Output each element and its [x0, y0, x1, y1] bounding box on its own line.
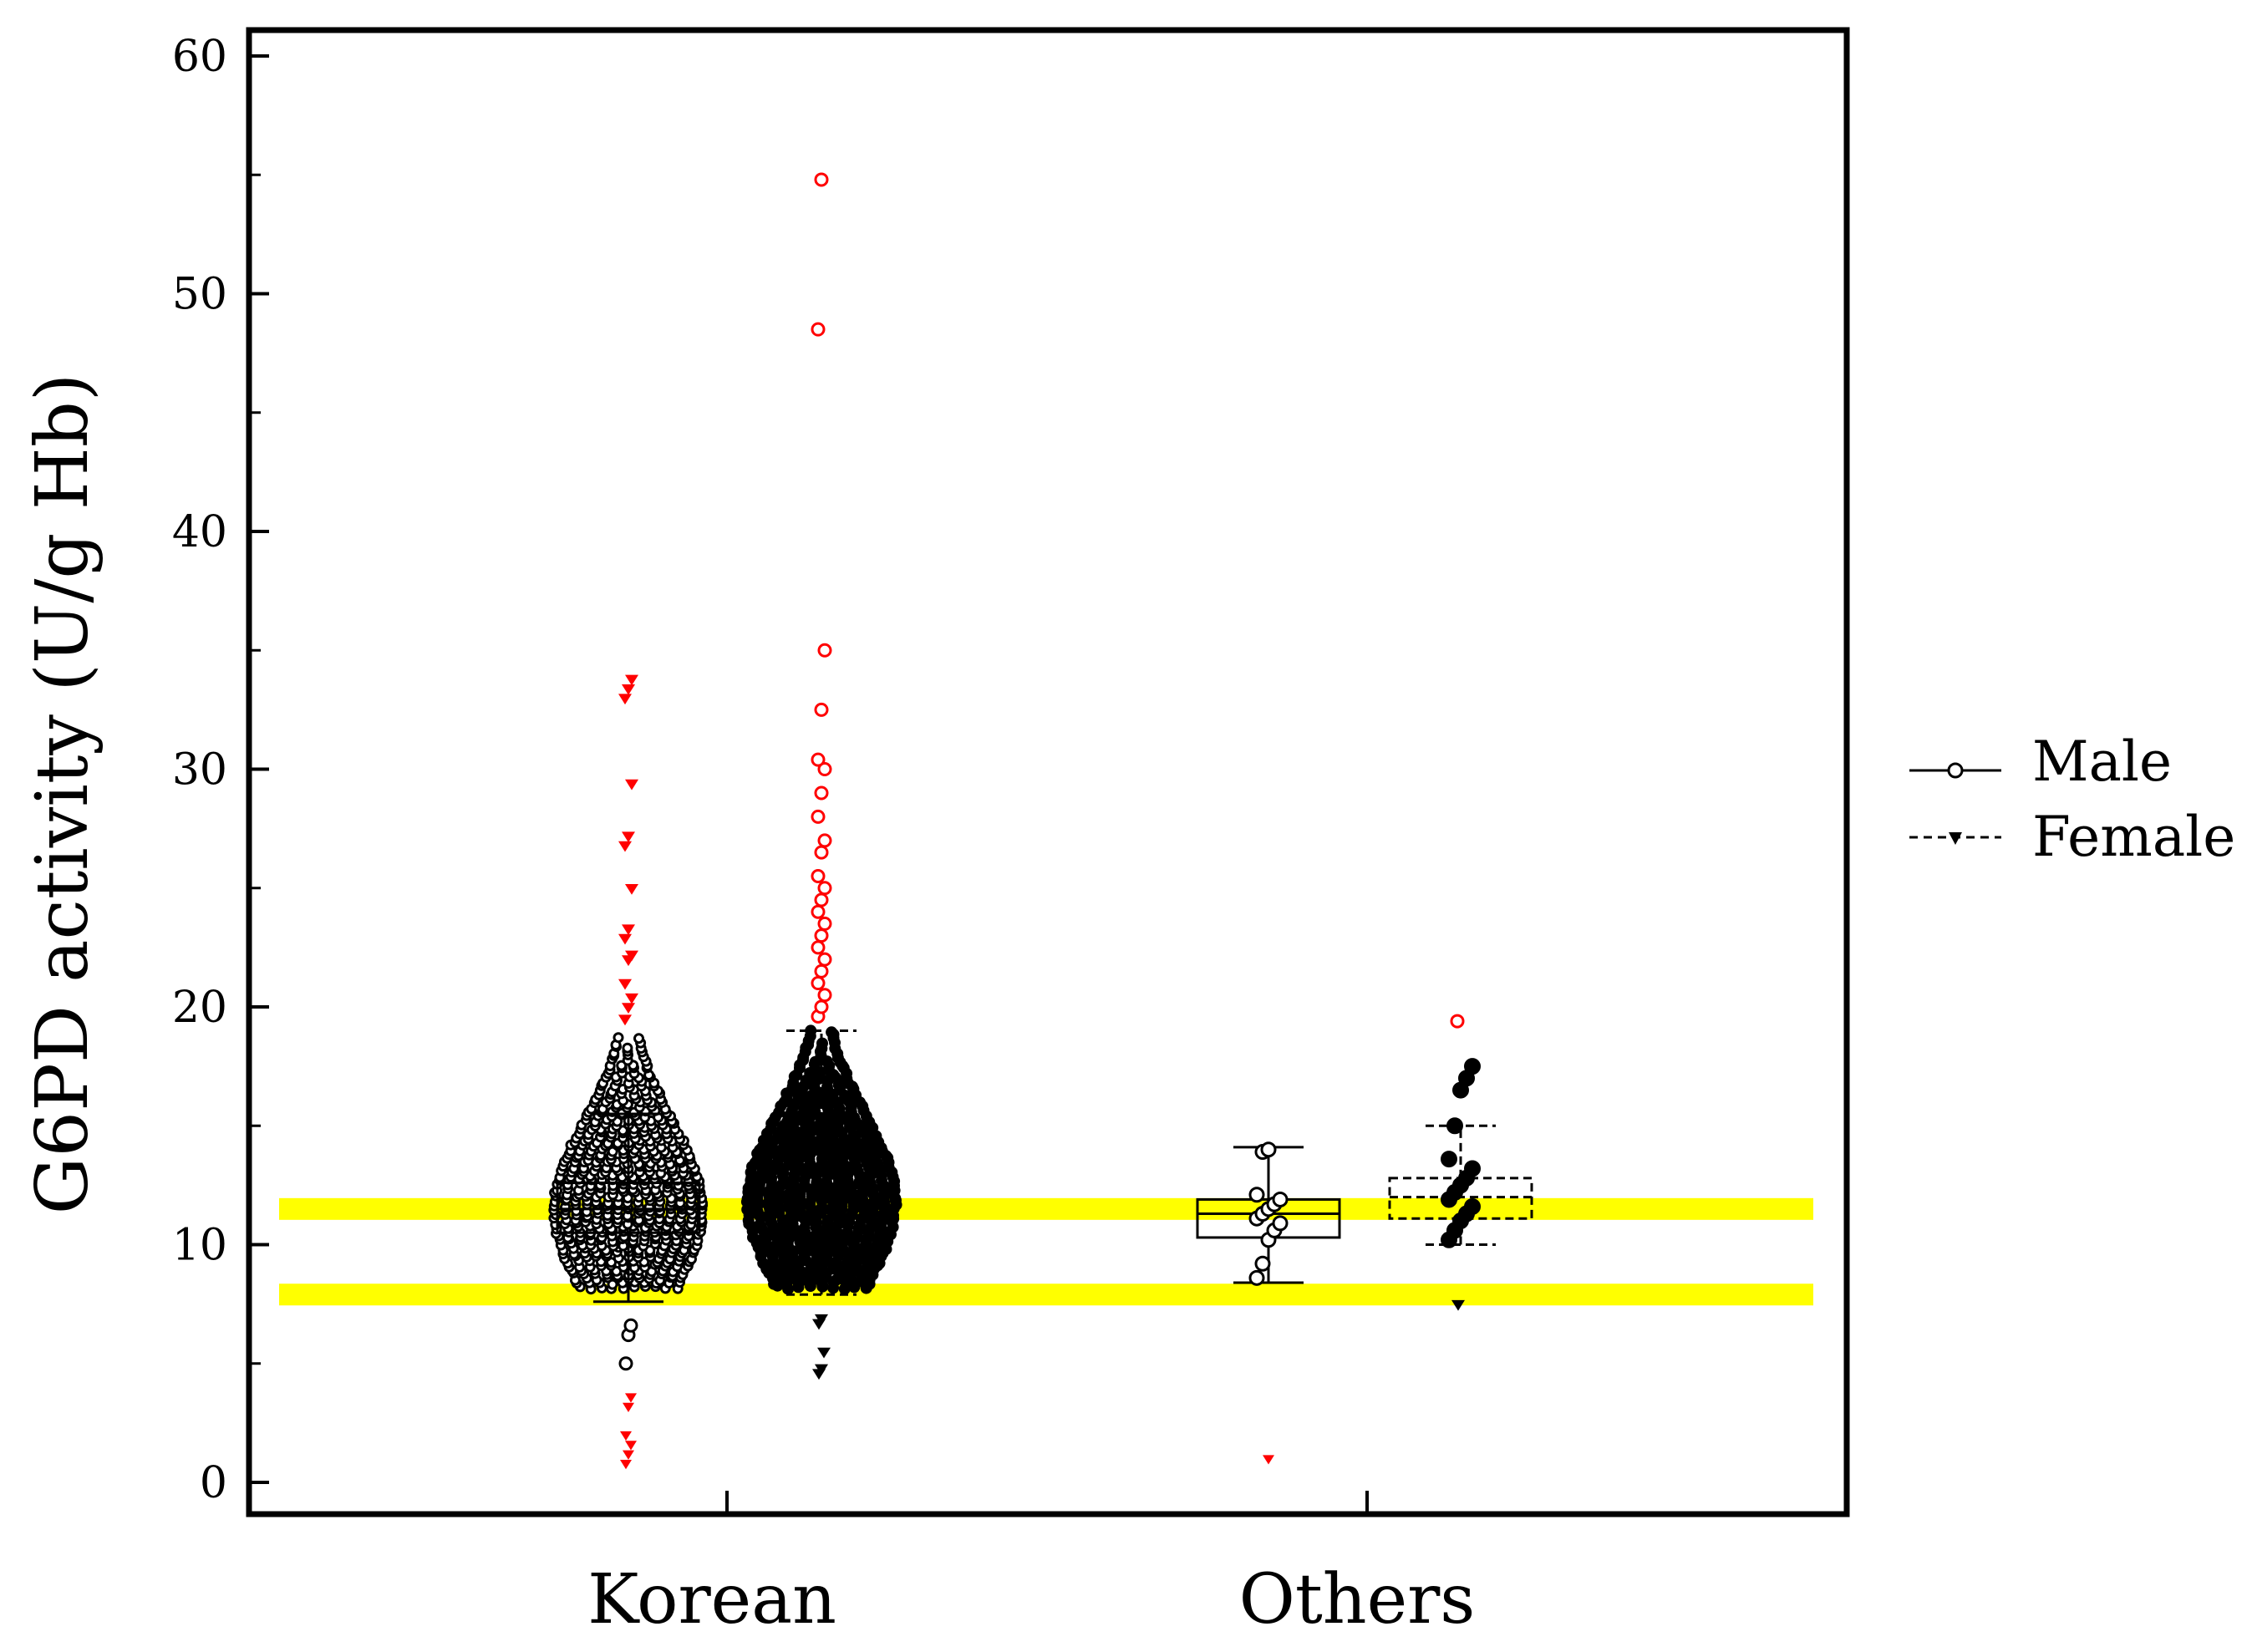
data-point: [811, 940, 826, 955]
data-point: [1248, 1187, 1265, 1203]
y-tick-label: 20: [172, 983, 227, 1033]
legend-entry-male: Male: [1909, 729, 2172, 794]
series-male-korean: [548, 674, 709, 1470]
data-point: [1272, 1215, 1289, 1232]
data-point: [622, 1003, 635, 1014]
data-point: [1464, 1197, 1481, 1215]
x-label-others: Others: [1239, 1560, 1476, 1639]
data-point: [1260, 1141, 1277, 1158]
data-point: [817, 916, 832, 931]
x-label-korean: Korean: [587, 1560, 836, 1639]
data-point: [814, 963, 829, 978]
data-point: [1272, 1191, 1289, 1207]
data-point: [811, 809, 826, 824]
data-point: [622, 831, 635, 843]
y-tick-label: 40: [172, 507, 227, 557]
data-point: [1464, 1058, 1481, 1075]
legend-male-label: Male: [2032, 729, 2172, 794]
data-point: [623, 1450, 634, 1460]
data-point: [618, 1014, 632, 1026]
data-point: [1450, 1014, 1465, 1029]
data-point: [814, 172, 829, 187]
data-point: [811, 904, 826, 919]
data-point: [1263, 1455, 1274, 1465]
reference-band: [279, 1283, 1813, 1306]
data-point: [625, 674, 638, 686]
legend-entry-female: Female: [1909, 805, 2235, 869]
data-point: [1254, 1255, 1271, 1272]
data-point: [814, 999, 829, 1014]
y-tick-label: 60: [172, 32, 227, 82]
y-tick-label: 0: [200, 1458, 227, 1508]
data-point: [613, 1032, 624, 1044]
data-point: [1451, 1299, 1465, 1311]
data-point: [811, 322, 826, 337]
data-point: [625, 1393, 637, 1403]
data-point: [817, 833, 832, 848]
data-point: [814, 702, 829, 717]
data-point: [620, 1431, 632, 1441]
legend: Male Female: [1909, 729, 2235, 869]
data-point: [817, 881, 832, 896]
data-point: [817, 988, 832, 1003]
x-axis: Korean Others: [587, 1491, 1475, 1639]
legend-female-label: Female: [2032, 805, 2235, 869]
data-point: [620, 1460, 632, 1470]
y-tick-label: 30: [172, 745, 227, 796]
legend-female-marker: [1949, 832, 1962, 845]
data-point: [622, 924, 635, 936]
y-axis: 0 10 20 30 40 50 60: [172, 32, 269, 1508]
data-point: [618, 841, 632, 852]
data-point: [814, 845, 829, 860]
data-point: [1248, 1269, 1265, 1286]
data-point: [618, 933, 632, 945]
data-point: [625, 883, 638, 895]
y-tick-label: 50: [172, 270, 227, 320]
data-point: [622, 1042, 633, 1054]
data-point: [618, 978, 632, 990]
y-axis-title: G6PD activity (U/g Hb): [21, 374, 104, 1215]
data-point: [1441, 1151, 1457, 1168]
data-point: [625, 950, 638, 962]
reference-bands: [279, 1197, 1813, 1306]
plot-frame: [246, 27, 1850, 1517]
data-point: [814, 785, 829, 801]
data-point: [815, 1314, 828, 1325]
data-point: [623, 1318, 638, 1333]
data-point: [607, 1278, 618, 1290]
data-point: [815, 1364, 828, 1375]
legend-male-marker: [1947, 762, 1964, 779]
data-point: [817, 643, 832, 658]
data-point: [811, 752, 826, 767]
series-female-others: [1388, 1014, 1533, 1311]
data-point: [811, 869, 826, 884]
data-point: [1464, 1160, 1481, 1177]
data-point: [826, 1026, 838, 1039]
data-point: [622, 684, 635, 695]
data-point: [625, 1441, 637, 1451]
data-point: [633, 1033, 644, 1045]
y-tick-label: 10: [172, 1221, 227, 1271]
data-point: [817, 1347, 831, 1359]
data-point: [814, 928, 829, 943]
series-female-korean: [740, 172, 902, 1380]
data-point: [817, 762, 832, 776]
data-point: [814, 892, 829, 907]
series-male-others: [1196, 1141, 1341, 1465]
data-point: [618, 694, 632, 705]
data-point: [625, 779, 638, 790]
data-point: [817, 952, 832, 967]
data-point: [625, 993, 638, 1004]
data-point: [1446, 1117, 1463, 1135]
reference-band: [279, 1197, 1813, 1220]
series-marks: [548, 172, 1533, 1470]
data-point: [618, 1356, 633, 1371]
data-point: [811, 976, 826, 991]
data-point: [623, 1402, 634, 1412]
